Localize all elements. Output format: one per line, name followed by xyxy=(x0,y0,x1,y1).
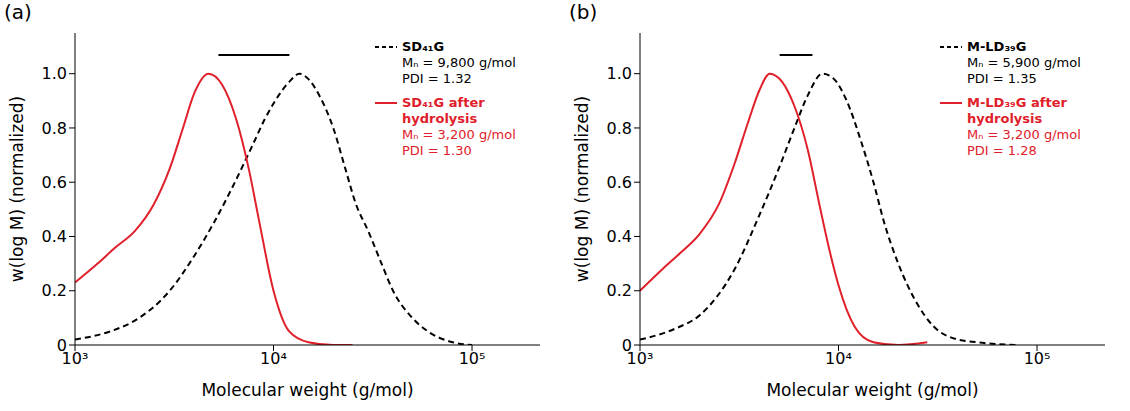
svg-text:0.8: 0.8 xyxy=(607,119,632,138)
html-text:PDI = 1.32: PDI = 1.32 xyxy=(402,71,472,86)
svg-text:0.2: 0.2 xyxy=(42,281,67,300)
html-text:Mₙ = 9,800 g/mol: Mₙ = 9,800 g/mol xyxy=(402,55,516,70)
html-text:(a): (a) xyxy=(4,0,32,24)
html-text:SD₄₁G: SD₄₁G xyxy=(402,39,445,54)
svg-text:0.8: 0.8 xyxy=(42,119,67,138)
html-text:Mₙ = 3,200 g/mol: Mₙ = 3,200 g/mol xyxy=(402,127,516,142)
svg-text:w(log M) (normalized): w(log M) (normalized) xyxy=(7,96,27,282)
svg-text:10³: 10³ xyxy=(61,349,89,369)
svg-text:0.6: 0.6 xyxy=(42,173,67,192)
html-text:PDI = 1.35: PDI = 1.35 xyxy=(967,71,1037,86)
svg-text:w(log M) (normalized): w(log M) (normalized) xyxy=(572,96,592,282)
html-text:(b): (b) xyxy=(569,0,598,24)
svg-text:Molecular weight (g/mol): Molecular weight (g/mol) xyxy=(201,380,413,400)
svg-text:Molecular weight (g/mol): Molecular weight (g/mol) xyxy=(766,380,978,400)
html-text:Mₙ = 5,900 g/mol: Mₙ = 5,900 g/mol xyxy=(967,55,1081,70)
svg-text:0: 0 xyxy=(622,336,632,355)
html-text:M-LD₃₉G after hydrolysis: M-LD₃₉G after hydrolysis xyxy=(967,95,1067,126)
html-text:M-LD₃₉G: M-LD₃₉G xyxy=(967,39,1027,54)
svg-text:10⁴: 10⁴ xyxy=(825,349,852,368)
html-text:PDI = 1.28: PDI = 1.28 xyxy=(967,143,1037,158)
svg-text:0.2: 0.2 xyxy=(607,281,632,300)
svg-text:1.0: 1.0 xyxy=(607,64,632,83)
svg-text:0.6: 0.6 xyxy=(607,173,632,192)
svg-text:10⁵: 10⁵ xyxy=(1024,349,1051,368)
html-text:Mₙ = 3,200 g/mol: Mₙ = 3,200 g/mol xyxy=(967,127,1081,142)
svg-text:0.4: 0.4 xyxy=(42,227,67,246)
svg-text:0.4: 0.4 xyxy=(607,227,632,246)
svg-text:10³: 10³ xyxy=(626,349,654,369)
svg-text:0: 0 xyxy=(57,336,67,355)
html-text:PDI = 1.30: PDI = 1.30 xyxy=(402,143,472,158)
svg-text:1.0: 1.0 xyxy=(42,64,67,83)
svg-text:10⁵: 10⁵ xyxy=(459,349,486,368)
svg-text:10⁴: 10⁴ xyxy=(260,349,287,368)
html-text:SD₄₁G after hydrolysis: SD₄₁G after hydrolysis xyxy=(402,95,485,126)
